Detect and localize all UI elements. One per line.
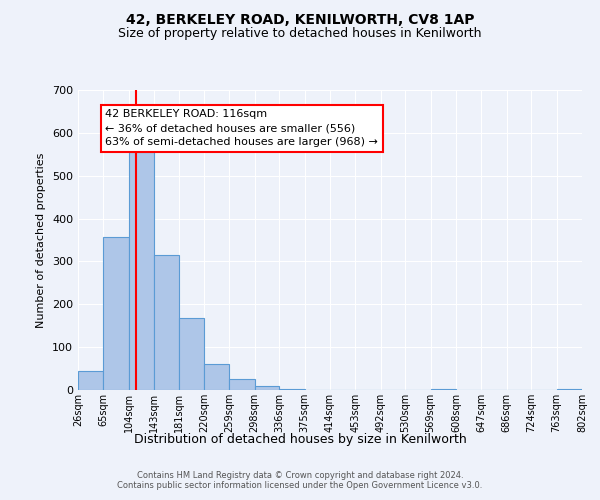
Text: 42 BERKELEY ROAD: 116sqm
← 36% of detached houses are smaller (556)
63% of semi-: 42 BERKELEY ROAD: 116sqm ← 36% of detach…: [105, 110, 378, 148]
Bar: [229, 380, 254, 390]
Text: Size of property relative to detached houses in Kenilworth: Size of property relative to detached ho…: [118, 28, 482, 40]
Bar: [557, 389, 582, 390]
Bar: [280, 388, 305, 390]
Text: Distribution of detached houses by size in Kenilworth: Distribution of detached houses by size …: [134, 432, 466, 446]
Bar: [78, 370, 103, 390]
Text: 42, BERKELEY ROAD, KENILWORTH, CV8 1AP: 42, BERKELEY ROAD, KENILWORTH, CV8 1AP: [126, 12, 474, 26]
Bar: [431, 389, 456, 390]
Bar: [204, 364, 229, 390]
Y-axis label: Number of detached properties: Number of detached properties: [37, 152, 46, 328]
Bar: [254, 386, 280, 390]
Bar: [128, 152, 154, 390]
Bar: [103, 236, 128, 390]
Text: Contains HM Land Registry data © Crown copyright and database right 2024.
Contai: Contains HM Land Registry data © Crown c…: [118, 470, 482, 490]
Bar: [154, 255, 179, 390]
Bar: [179, 318, 204, 390]
